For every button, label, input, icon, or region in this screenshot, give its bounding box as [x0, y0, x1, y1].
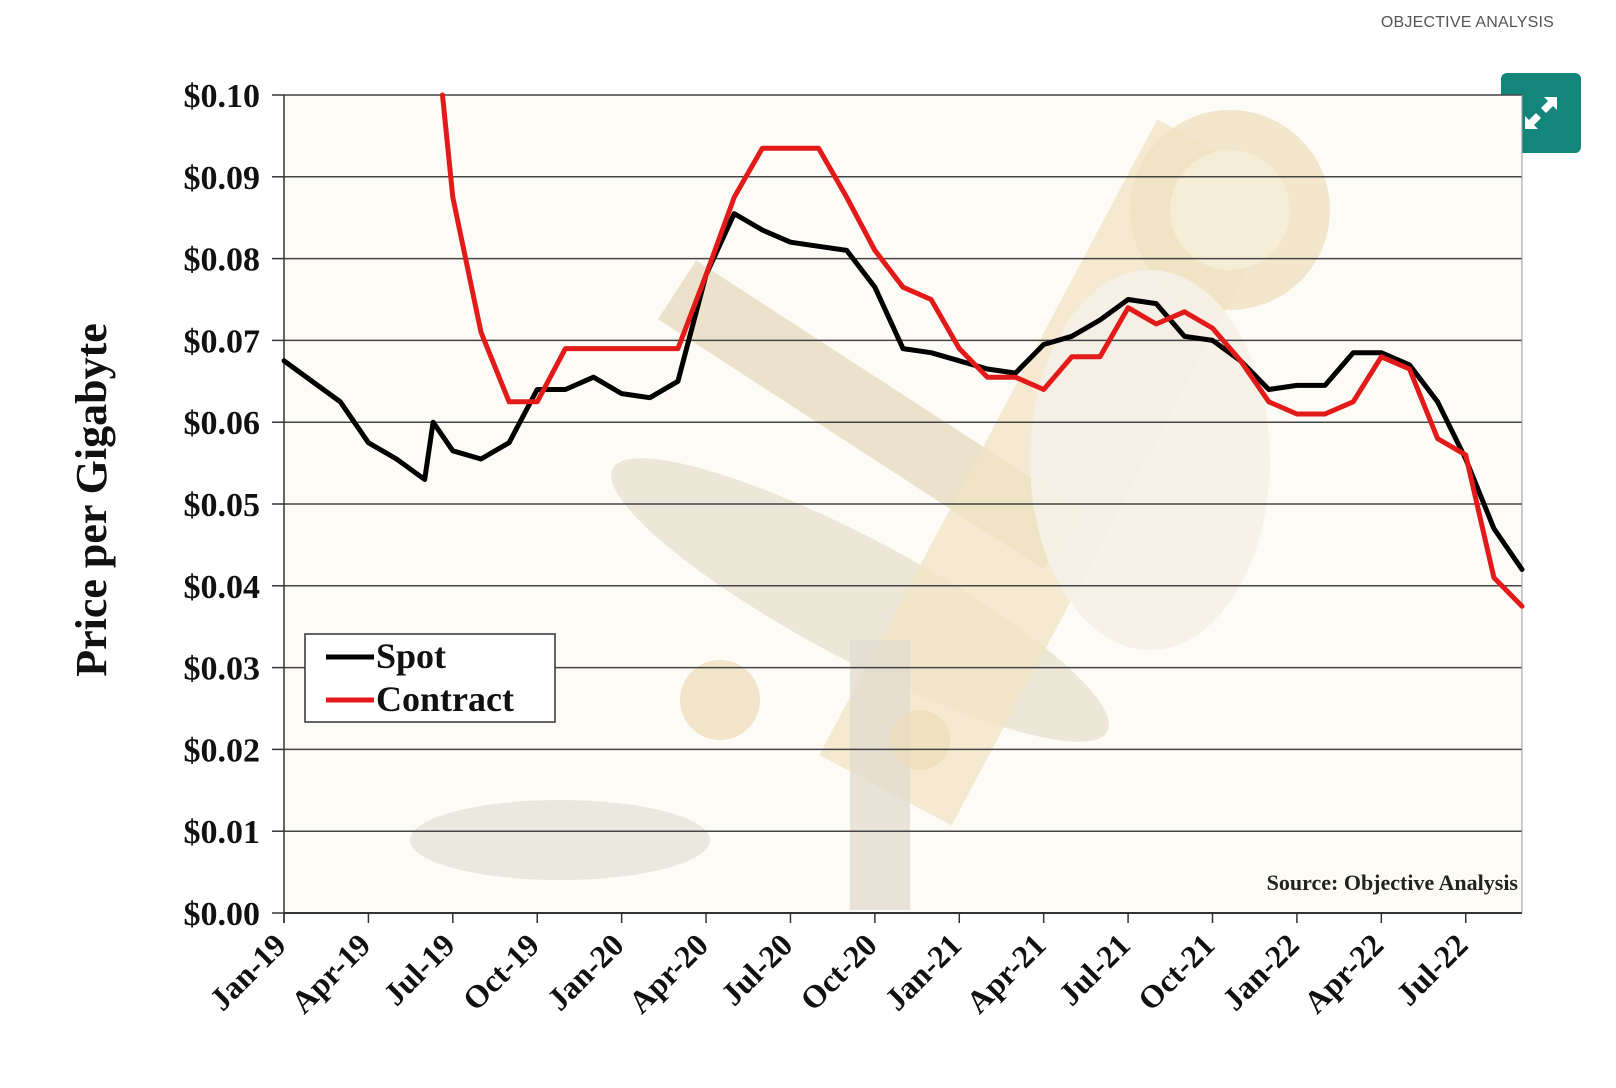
- publisher-credit: OBJECTIVE ANALYSIS: [1380, 14, 1554, 31]
- y-tick-label: $0.07: [184, 323, 261, 360]
- x-tick-label: Jan-20: [540, 926, 631, 1017]
- y-tick-label: $0.01: [184, 814, 261, 851]
- x-tick-label: Oct-21: [1131, 926, 1222, 1017]
- y-tick-label: $0.08: [184, 242, 261, 279]
- legend: Spot Contract: [304, 633, 556, 723]
- y-tick-label: $0.04: [184, 569, 261, 606]
- microscope-background: [284, 95, 1522, 913]
- y-tick-label: $0.00: [184, 896, 261, 933]
- expand-arrows-icon: [1525, 97, 1557, 129]
- source-annotation: Source: Objective Analysis: [1267, 870, 1519, 895]
- x-tick-label: Jul-22: [1389, 926, 1475, 1012]
- y-axis-label: Price per Gigabyte: [67, 323, 116, 677]
- legend-box: [304, 633, 556, 723]
- y-tick-label: $0.10: [184, 78, 261, 115]
- y-tick-label: $0.05: [184, 487, 261, 524]
- y-tick-label: $0.02: [184, 732, 261, 769]
- x-tick-label: Apr-21: [959, 926, 1053, 1020]
- x-tick-label: Apr-20: [621, 926, 715, 1020]
- series-line-contract: [440, 92, 1525, 609]
- x-tick-label: Jul-20: [714, 926, 800, 1012]
- x-tick-label: Apr-19: [284, 926, 378, 1020]
- series-line-spot: [281, 211, 1525, 572]
- x-tick-label: Oct-20: [793, 926, 884, 1017]
- x-tick-label: Jan-21: [877, 926, 968, 1017]
- x-tick-label: Jan-22: [1215, 926, 1306, 1017]
- x-tick-label: Jul-19: [376, 926, 462, 1012]
- y-tick-label: $0.09: [184, 160, 261, 197]
- legend-label-contract: Contract: [376, 679, 514, 719]
- y-tick-label: $0.03: [184, 651, 261, 688]
- y-tick-label: $0.06: [184, 405, 261, 442]
- legend-label-spot: Spot: [376, 636, 446, 676]
- x-tick-label: Apr-22: [1297, 926, 1391, 1020]
- x-tick-label: Jul-21: [1051, 926, 1137, 1012]
- x-tick-label: Jan-19: [202, 926, 293, 1017]
- x-tick-label: Oct-19: [455, 926, 546, 1017]
